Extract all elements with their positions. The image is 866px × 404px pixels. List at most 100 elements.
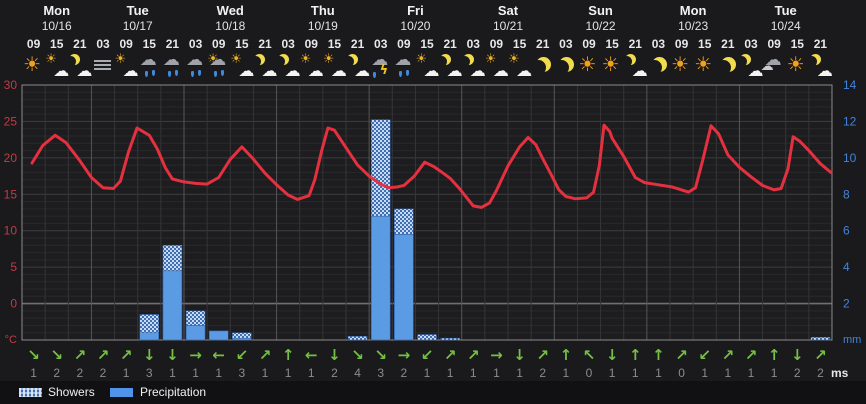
hour-label: 09: [582, 37, 596, 51]
moon-cloud-weather-icon: ☁: [809, 54, 833, 79]
weather-icon-cell: ☁: [392, 52, 415, 78]
showers-bar: [394, 208, 414, 235]
axis-labels: 30 25 20 15 10 5 0 °C 14 12 10 8 6 4 2 mm: [4, 78, 862, 346]
hour-label: 09: [119, 37, 133, 51]
showers-swatch-icon: [19, 388, 42, 397]
wind-speed-value: 3: [145, 366, 153, 380]
wind-direction-se-icon: ↘: [50, 346, 63, 364]
sun-icon: ☀: [671, 52, 689, 76]
hour-label: 15: [790, 37, 804, 51]
wind-direction-nw-icon: ↖: [582, 346, 596, 364]
wind-speed-value: 1: [562, 366, 570, 380]
hour-label: 03: [374, 37, 388, 51]
hour-label: 15: [605, 37, 619, 51]
hour-label: 09: [674, 37, 689, 51]
wind-direction-s-icon: ↓: [605, 346, 619, 364]
cloud-icon: ☁: [492, 61, 509, 80]
wind-direction-se-icon: ↘: [351, 346, 364, 364]
raindrops-icon: [191, 71, 195, 77]
moon-cloud-weather-icon: ☁: [346, 54, 370, 79]
weather-icon-cell: ☁: [809, 54, 833, 79]
weather-icon-cell: ☀ ☁: [45, 52, 69, 79]
hour-label: 03: [466, 37, 480, 51]
moon-cloud-weather-icon: ☁: [68, 54, 92, 79]
raindrops-icon: [144, 71, 148, 77]
weather-icon-cell: ☁: [138, 52, 161, 78]
weather-icon-cell: ☀: [670, 54, 693, 78]
showers-bar: [232, 332, 252, 339]
moon-cloud-weather-icon: ☁: [253, 54, 277, 79]
wind-direction-ne-icon: ↗: [258, 346, 272, 364]
wind-speed-value: 2: [53, 366, 61, 380]
weather-icon-cell: ☁: [439, 54, 463, 80]
wind-direction-e-icon: →: [189, 346, 202, 364]
precip-axis-tick: 2: [843, 297, 850, 311]
precipitation-bar: [208, 330, 229, 341]
day-label: Sat: [497, 3, 519, 18]
sun-icon: ☀: [45, 52, 57, 67]
date-label: 10/24: [770, 19, 801, 33]
sun-cloud-weather-icon: ☀ ☁: [485, 53, 509, 80]
cloud-icon: ☁: [760, 59, 774, 74]
sun-icon: ☀: [322, 52, 335, 67]
precipitation-bar: [162, 270, 183, 341]
wind-speed-value: 1: [284, 366, 292, 380]
weather-icon-cell: ☁: [277, 54, 301, 79]
wind-speed-value: 2: [76, 366, 84, 380]
rain-weather-icon: ☁: [392, 52, 415, 77]
moon-icon: [652, 57, 667, 72]
chart-legend: Showers Precipitation: [0, 381, 866, 404]
moon-weather-icon: [554, 54, 577, 77]
wind-direction-sw-icon: ↙: [698, 346, 711, 364]
wind-direction-n-icon: ↑: [767, 346, 781, 364]
hour-label: 21: [350, 37, 365, 51]
wind-direction-ne-icon: ↗: [119, 346, 133, 364]
showers-bar: [185, 310, 206, 326]
weather-icon-cell: ☁: [624, 54, 648, 80]
grid: [21, 84, 833, 341]
sun-weather-icon: ☀: [670, 54, 693, 77]
wind-speed-value: 1: [446, 366, 454, 380]
fog-icon: [94, 60, 112, 71]
weather-icon-cell: ☀: [577, 54, 600, 78]
wind-speed-value: 1: [307, 366, 315, 380]
wind-direction-s-icon: ↓: [790, 346, 804, 364]
precip-axis-tick: 8: [843, 187, 850, 201]
weather-icon-cell: ☁: [68, 54, 92, 79]
precipitation-bar: [232, 337, 252, 341]
wind-speed-value: 1: [655, 366, 662, 380]
hour-label: 21: [443, 37, 457, 51]
rain-weather-icon: ☁: [184, 52, 207, 77]
temp-axis-tick: 20: [4, 151, 18, 165]
cloudy-weather-icon: ☁ ☁: [760, 52, 786, 77]
sun-icon: ☀: [508, 52, 520, 67]
day-label: Tue: [774, 3, 797, 18]
precipitation-bar: [185, 325, 206, 341]
cloud-icon: ☁: [516, 61, 533, 80]
hour-label: 03: [559, 37, 573, 51]
wind-speed-value: 1: [469, 366, 477, 380]
weather-icon-cell: ☀ ☁: [300, 53, 324, 79]
wind-speed-value: 1: [169, 366, 176, 380]
sun-rain-weather-icon: ☀ ☁: [207, 52, 230, 77]
sun-icon: ☀: [786, 52, 805, 76]
wind-direction-ne-icon: ↗: [73, 346, 87, 364]
wind-speed-value: 2: [539, 366, 547, 380]
hour-label: 21: [628, 37, 642, 51]
moon-icon: [559, 57, 574, 72]
sun-icon: ☀: [415, 52, 428, 67]
hour-label: 03: [96, 37, 110, 51]
wind-direction-ne-icon: ↗: [466, 346, 480, 364]
sun-cloud-weather-icon: ☀ ☁: [45, 52, 69, 79]
weather-icon-cell: ☀ ☁: [322, 52, 347, 79]
day-label: Wed: [216, 3, 244, 18]
showers-bar: [370, 119, 391, 217]
cloud-icon: ☁: [631, 61, 648, 80]
sun-cloud-weather-icon: ☀ ☁: [415, 52, 439, 79]
weather-icon-cell: ☀: [601, 54, 624, 78]
wind-direction-s-icon: ↓: [513, 346, 526, 364]
hour-label: 15: [327, 37, 342, 51]
weather-icon-cell: ☀: [22, 54, 45, 78]
cloud-icon: ☁: [446, 61, 463, 80]
